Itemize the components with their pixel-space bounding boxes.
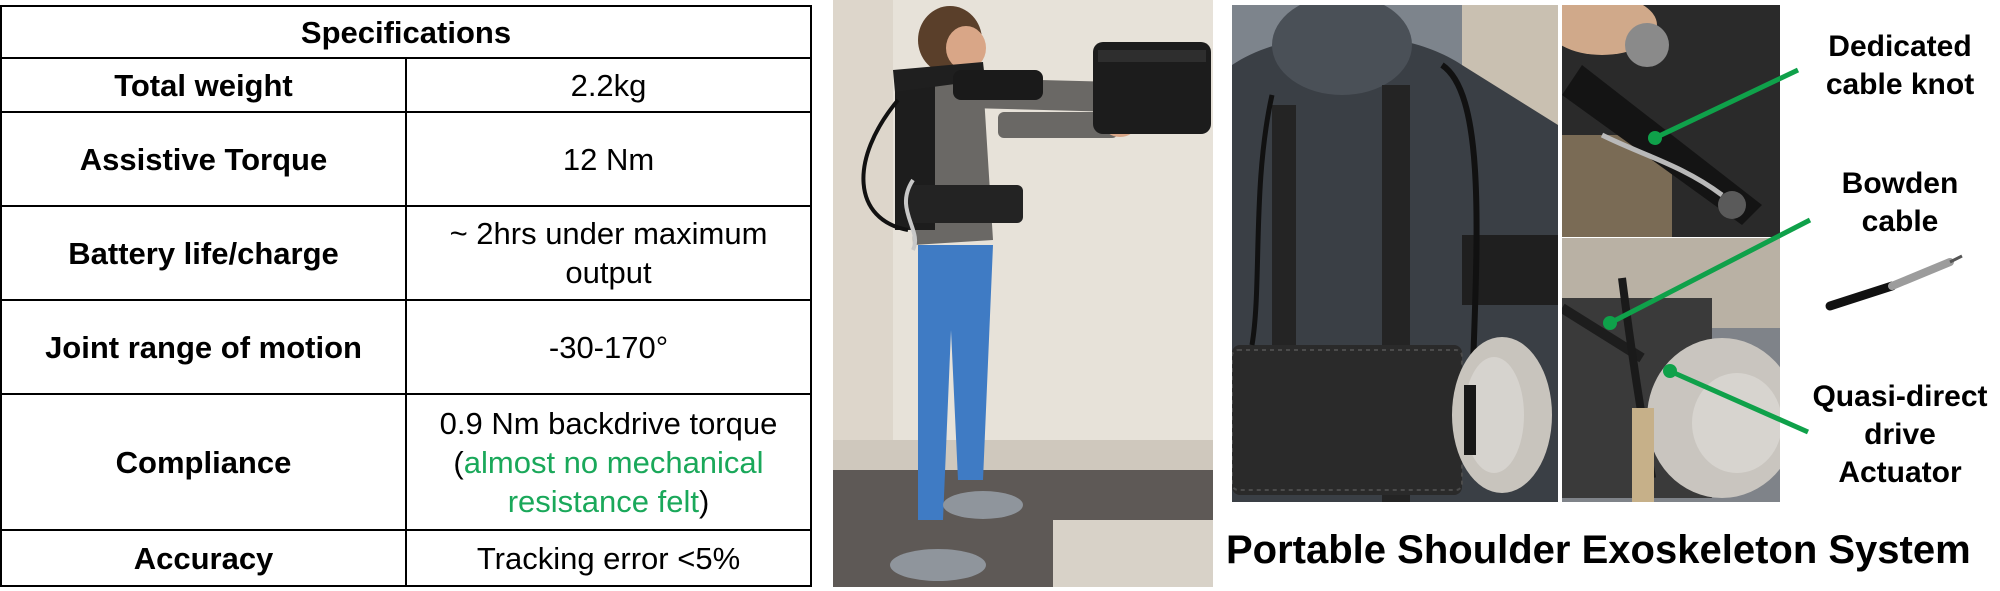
- table-row: Joint range of motion -30-170°: [0, 299, 812, 395]
- row-value-compliance: 0.9 Nm backdrive torque (almost no mecha…: [405, 393, 812, 531]
- table-row: Assistive Torque 12 Nm: [0, 111, 812, 207]
- callout-dedicated-cable-knot: Dedicated cable knot: [1825, 30, 1975, 101]
- leader-dot-actuator: [1663, 364, 1677, 378]
- callout-bowden-cable: Bowden cable: [1841, 167, 1959, 238]
- row-label-total-weight: Total weight: [0, 57, 407, 113]
- row-label-assistive-torque: Assistive Torque: [0, 111, 407, 207]
- row-value-total-weight: 2.2kg: [405, 57, 812, 113]
- leader-dot-knot: [1648, 131, 1662, 145]
- compliance-torque-text: 0.9 Nm backdrive torque: [439, 405, 778, 441]
- actuator-closeup-photo: [1562, 238, 1780, 502]
- leader-line-knot: [1655, 67, 1800, 140]
- row-value-assistive-torque: 12 Nm: [405, 111, 812, 207]
- leader-line-actuator: [1670, 369, 1810, 435]
- table-row: Compliance 0.9 Nm backdrive torque (almo…: [0, 393, 812, 531]
- row-value-accuracy: Tracking error <5%: [405, 529, 812, 587]
- cable-knot-closeup-photo: [1562, 5, 1780, 237]
- row-label-compliance: Compliance: [0, 393, 407, 531]
- row-value-joint-range: -30-170°: [405, 299, 812, 395]
- row-label-accuracy: Accuracy: [0, 529, 407, 587]
- bowden-cable-icon: [1825, 254, 1963, 311]
- row-label-battery-life: Battery life/charge: [0, 205, 407, 301]
- leader-dot-bowden: [1603, 316, 1617, 330]
- table-row: Battery life/charge ~ 2hrs under maximum…: [0, 205, 812, 301]
- system-caption: Portable Shoulder Exoskeleton System: [1226, 528, 1971, 572]
- leader-line-bowden: [1610, 217, 1812, 325]
- table-row: Total weight 2.2kg: [0, 57, 812, 113]
- compliance-note-text: almost no mechanical resistance felt: [463, 444, 764, 519]
- table-header-row: Specifications: [0, 5, 812, 59]
- row-label-joint-range: Joint range of motion: [0, 299, 407, 395]
- table-row: Accuracy Tracking error <5%: [0, 529, 812, 587]
- table-header: Specifications: [0, 5, 812, 59]
- compliance-close-paren: ): [698, 483, 710, 519]
- callout-quasi-direct-drive-actuator: Quasi-direct drive Actuator: [1812, 380, 1988, 489]
- specifications-table: Specifications Total weight 2.2kg Assist…: [0, 5, 812, 587]
- person-wearing-exoskeleton-photo: [833, 0, 1213, 587]
- compliance-open-paren: (: [453, 444, 464, 480]
- row-value-battery-life: ~ 2hrs under maximum output: [405, 205, 812, 301]
- exoskeleton-back-view-photo: [1232, 5, 1558, 502]
